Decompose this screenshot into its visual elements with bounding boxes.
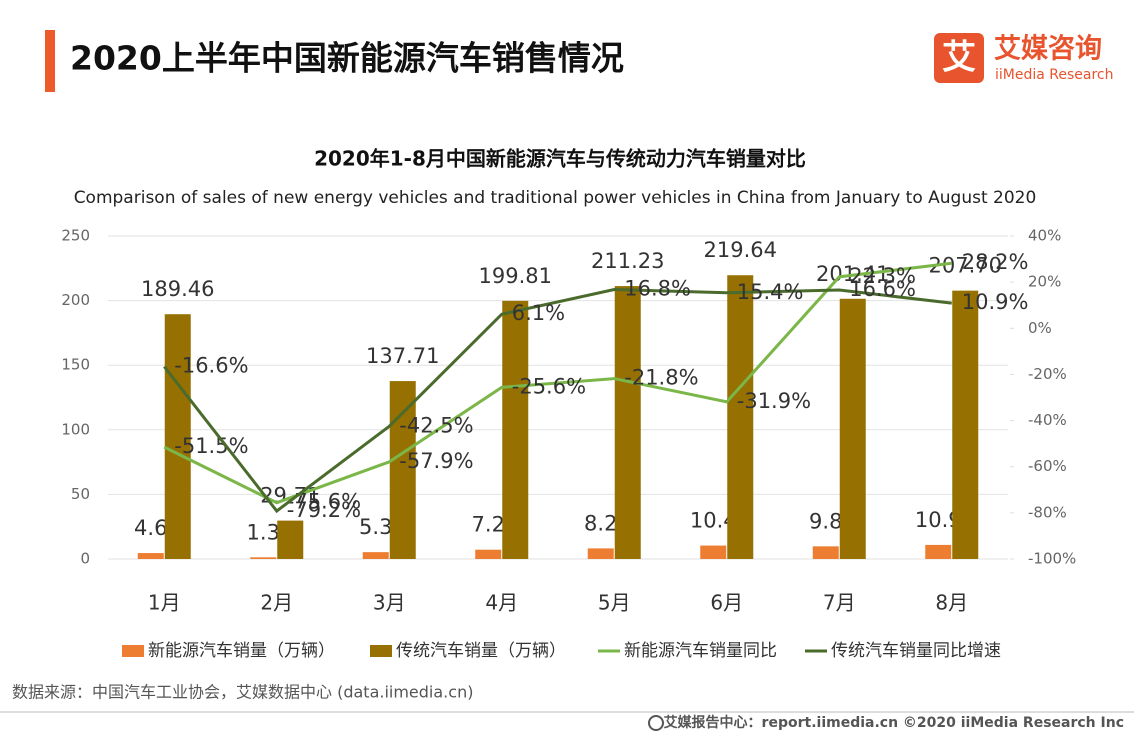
data-label: -42.5% (399, 413, 473, 437)
legend-swatch (122, 645, 144, 657)
logo-box (934, 33, 984, 83)
bar (250, 557, 277, 559)
data-label: -79.2% (287, 498, 361, 522)
bar (164, 314, 191, 559)
y2-tick-label: 0% (1028, 319, 1052, 337)
legend-label: 传统汽车销量同比增速 (831, 641, 1001, 661)
bar (839, 298, 866, 559)
bar (925, 544, 952, 559)
footer: 艾媒报告中心：report.iimedia.cn ©2020 iiMedia R… (664, 714, 1124, 731)
bar (727, 275, 754, 559)
x-tick-label: 6月 (710, 591, 743, 615)
y2-tick-label: -80% (1028, 503, 1067, 521)
bar (700, 545, 727, 559)
y-tick-label: 0 (80, 550, 90, 568)
x-tick-label: 1月 (148, 591, 181, 615)
data-label: 16.8% (624, 277, 691, 301)
data-label: 15.4% (737, 280, 804, 304)
x-tick-label: 2月 (260, 591, 293, 615)
logo-icon: 艾 (942, 38, 976, 78)
x-tick-label: 4月 (485, 591, 518, 615)
data-label: 5.3 (359, 515, 392, 539)
bar (475, 549, 502, 559)
y-tick-label: 250 (61, 227, 90, 245)
data-label: 137.71 (366, 344, 439, 368)
y-tick-label: 200 (61, 291, 90, 309)
data-label: -57.9% (399, 449, 473, 473)
data-label: 9.8 (809, 509, 842, 533)
x-tick-label: 5月 (598, 591, 631, 615)
y-tick-label: 50 (71, 485, 90, 503)
data-label: -31.9% (737, 389, 811, 413)
page-title: 2020上半年中国新能源汽车销售情况 (70, 39, 624, 78)
source: 数据来源：中国汽车工业协会，艾媒数据中心 (data.iimedia.cn) (12, 683, 473, 702)
bar (389, 381, 416, 559)
legend-label: 新能源汽车销量同比 (624, 641, 777, 661)
y2-tick-label: -20% (1028, 365, 1067, 383)
y2-tick-label: 40% (1028, 227, 1061, 245)
bar (137, 553, 164, 559)
data-label: 22.3% (849, 264, 916, 288)
bar (812, 546, 839, 559)
data-label: 8.2 (584, 511, 617, 535)
x-tick-label: 7月 (823, 591, 856, 615)
title-accent (45, 30, 55, 92)
data-label: 28.2% (962, 250, 1029, 274)
chart-subtitle: Comparison of sales of new energy vehicl… (74, 188, 1037, 208)
bar (614, 286, 641, 559)
data-label: 16.6% (849, 277, 916, 301)
legend-label: 传统汽车销量（万辆） (396, 641, 566, 661)
y-tick-label: 150 (61, 356, 90, 374)
bar (587, 548, 614, 559)
footer-icon (648, 715, 664, 731)
bar (952, 290, 979, 559)
data-label: 189.46 (141, 277, 214, 301)
data-label: -16.6% (174, 354, 248, 378)
y2-tick-label: 20% (1028, 273, 1061, 291)
x-tick-label: 3月 (373, 591, 406, 615)
bar (502, 300, 529, 559)
data-label: 4.6 (134, 516, 167, 540)
data-label: -51.5% (174, 434, 248, 458)
data-label: 211.23 (591, 249, 664, 273)
y2-tick-label: -100% (1028, 550, 1076, 568)
data-label: -25.6% (512, 374, 586, 398)
data-label: -75.6% (287, 490, 361, 514)
bar (277, 520, 304, 559)
x-tick-label: 8月 (935, 591, 968, 615)
data-label: 10.9% (962, 290, 1029, 314)
legend-label: 新能源汽车销量（万辆） (148, 641, 335, 661)
bar (362, 552, 389, 559)
data-label: 1.3 (247, 520, 280, 544)
logo-name: 艾媒咨询 (994, 33, 1102, 65)
logo-sub: iiMedia Research (995, 67, 1114, 83)
chart-title: 2020年1-8月中国新能源汽车与传统动力汽车销量对比 (314, 147, 806, 171)
line (163, 288, 952, 514)
data-label: -21.8% (624, 366, 698, 390)
data-label: 199.81 (479, 264, 552, 288)
data-label: 219.64 (704, 238, 777, 262)
data-label: 6.1% (512, 301, 565, 325)
y2-tick-label: -40% (1028, 411, 1067, 429)
legend-swatch (370, 645, 392, 657)
y2-tick-label: -60% (1028, 457, 1067, 475)
data-label: 7.2 (472, 513, 505, 537)
y-tick-label: 100 (61, 420, 90, 438)
